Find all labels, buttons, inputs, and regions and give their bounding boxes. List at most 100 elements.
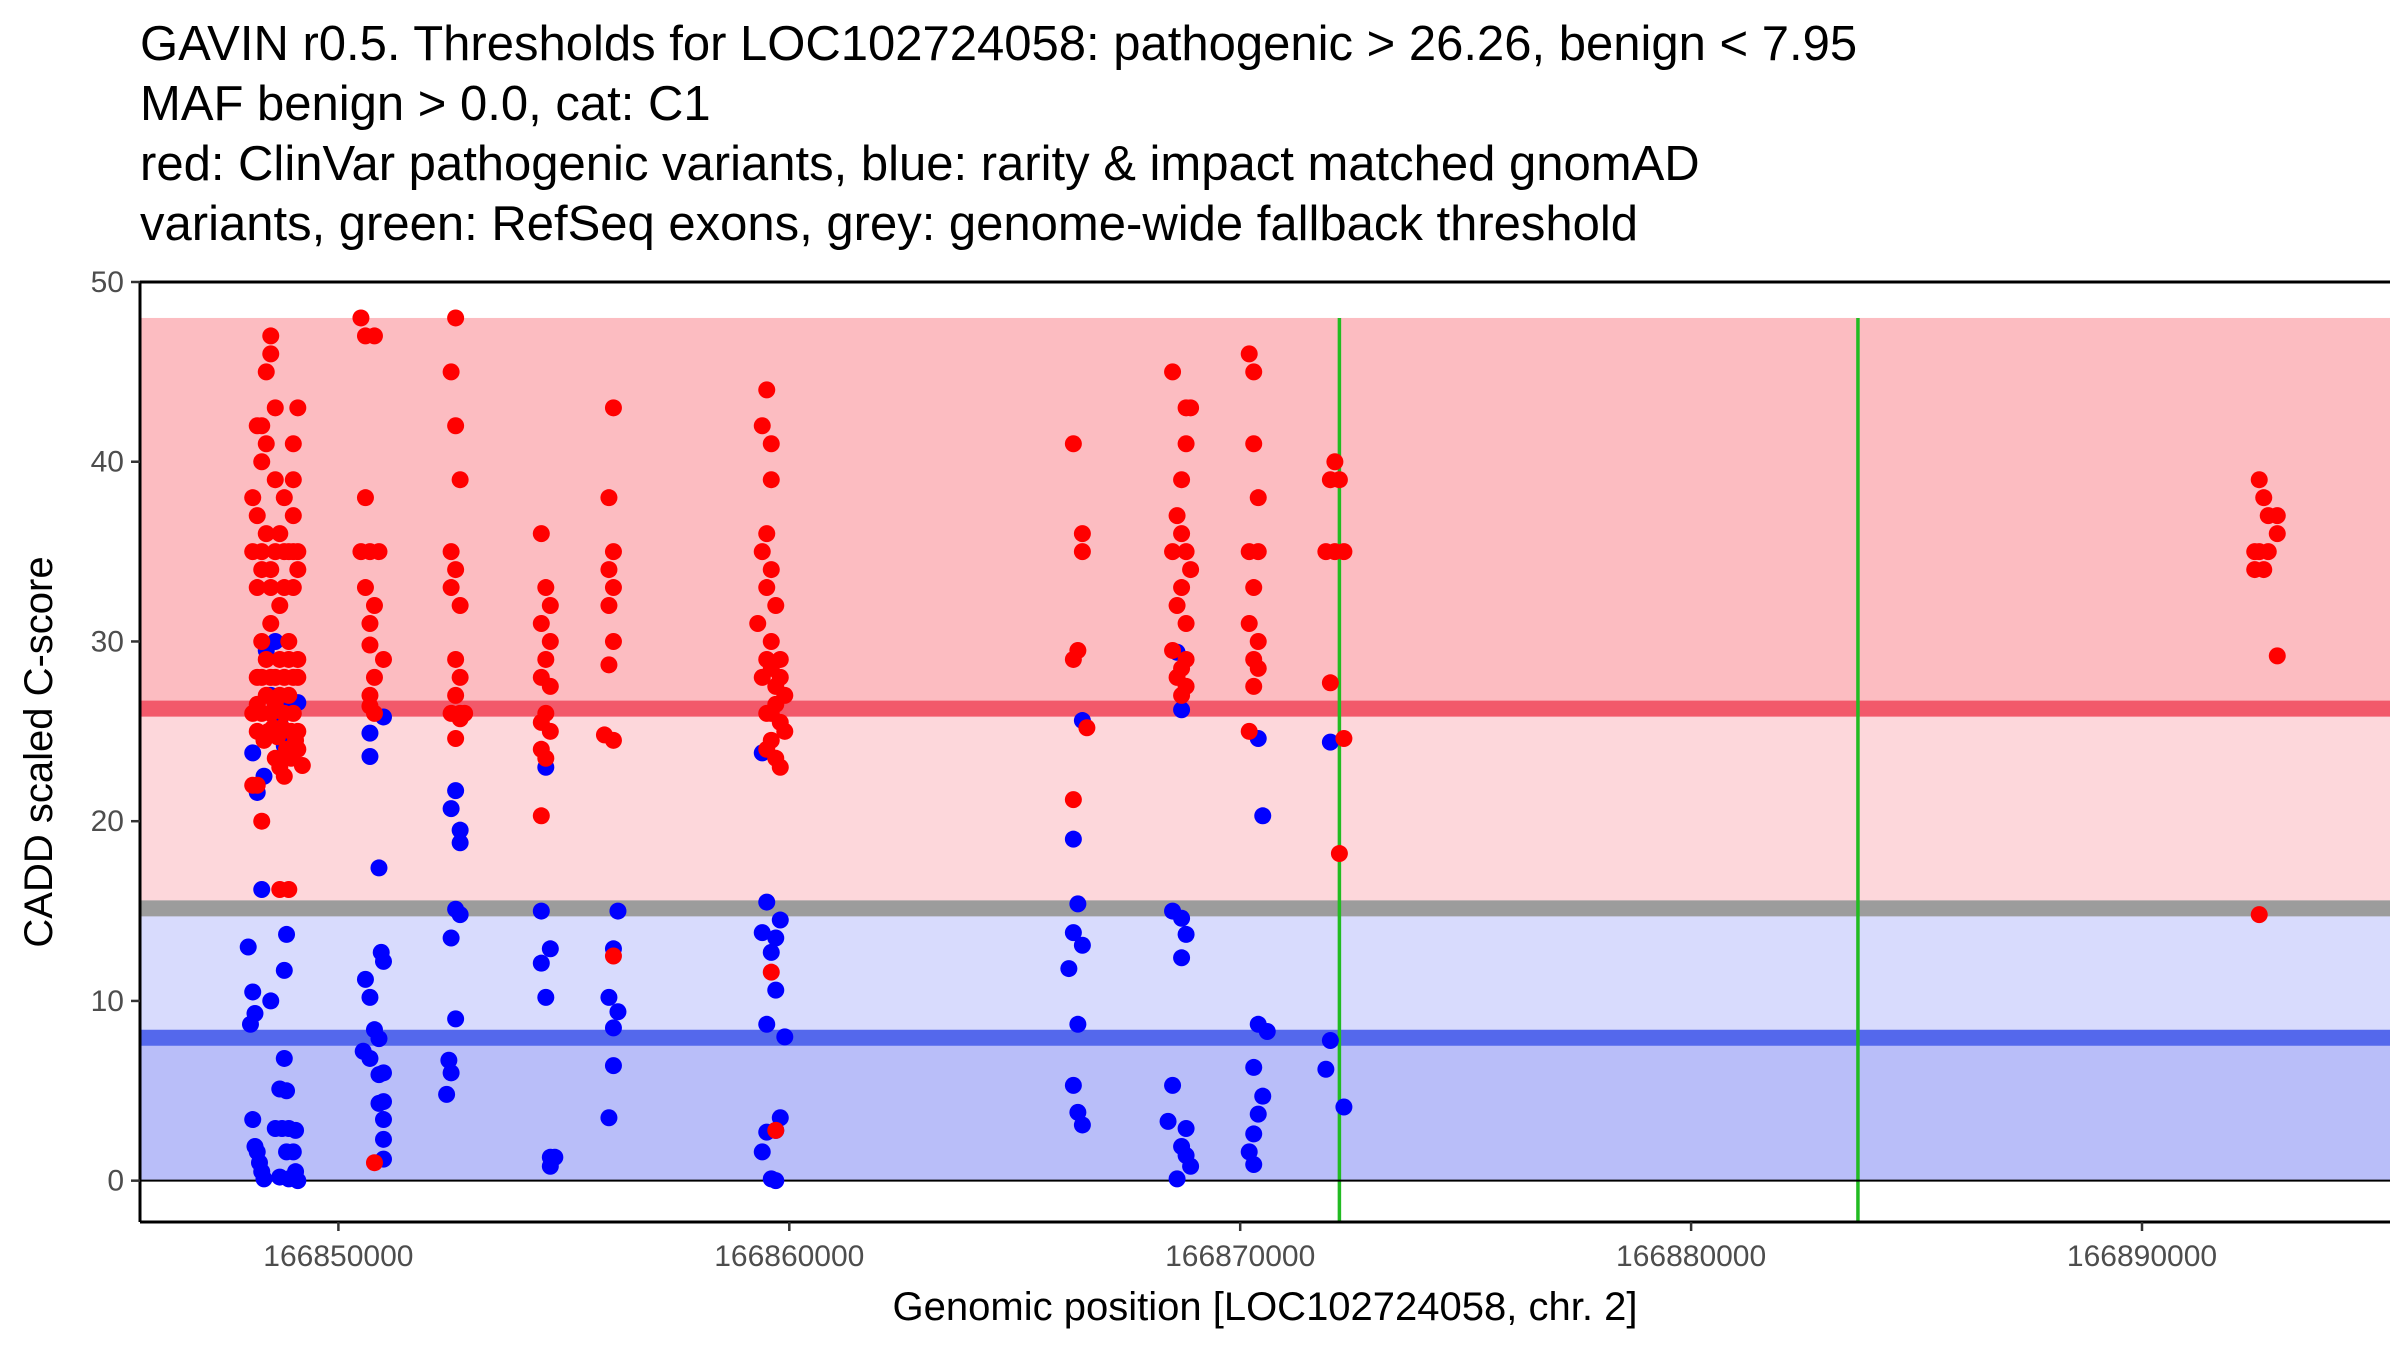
point-series1-184 xyxy=(1177,614,1195,632)
point-series1-132 xyxy=(600,656,618,674)
point-series1-105 xyxy=(447,686,465,704)
point-series1-23 xyxy=(289,543,307,561)
point-series1-191 xyxy=(1240,345,1258,363)
point-series0-60 xyxy=(451,834,469,852)
point-series1-209 xyxy=(1335,543,1353,561)
point-series1-69 xyxy=(275,767,293,785)
point-series0-79 xyxy=(609,1003,627,1021)
point-series1-174 xyxy=(1182,399,1200,417)
point-series0-119 xyxy=(1182,1157,1200,1175)
point-series1-118 xyxy=(541,677,559,695)
x-tick-label-4: 166890000 xyxy=(2067,1240,2217,1273)
point-series0-128 xyxy=(1245,1125,1263,1143)
point-series1-111 xyxy=(532,525,550,543)
point-series0-13 xyxy=(244,983,262,1001)
point-series0-0 xyxy=(244,744,262,762)
point-series1-113 xyxy=(541,597,559,615)
point-series1-144 xyxy=(767,597,785,615)
point-series1-44 xyxy=(280,650,298,668)
point-series1-145 xyxy=(749,614,767,632)
point-series0-37 xyxy=(262,992,280,1010)
point-series0-43 xyxy=(361,1049,379,1067)
point-series1-194 xyxy=(1249,489,1267,507)
point-series0-82 xyxy=(600,1109,618,1127)
point-series0-126 xyxy=(1254,1087,1272,1105)
point-series1-88 xyxy=(374,650,392,668)
point-series1-73 xyxy=(248,776,266,794)
point-series1-160 xyxy=(762,731,780,749)
point-series0-62 xyxy=(451,906,469,924)
point-series1-35 xyxy=(280,632,298,650)
point-series0-113 xyxy=(1173,949,1191,967)
point-series0-24 xyxy=(275,961,293,979)
point-series1-162 xyxy=(771,758,789,776)
point-series1-201 xyxy=(1249,659,1267,677)
point-series1-202 xyxy=(1245,677,1263,695)
title-line-1: GAVIN r0.5. Thresholds for LOC102724058:… xyxy=(140,17,1858,71)
point-series0-80 xyxy=(604,1019,622,1037)
point-series1-124 xyxy=(532,807,550,825)
x-tick-label-1: 166860000 xyxy=(714,1240,864,1273)
point-series1-12 xyxy=(257,525,275,543)
point-series1-28 xyxy=(284,507,302,525)
point-series1-158 xyxy=(776,722,794,740)
point-series1-86 xyxy=(365,597,383,615)
point-series1-75 xyxy=(280,880,298,898)
point-series1-164 xyxy=(767,1121,785,1139)
point-series1-182 xyxy=(1173,579,1191,597)
point-series0-85 xyxy=(771,911,789,929)
point-series1-39 xyxy=(257,650,275,668)
point-series1-216 xyxy=(2268,507,2286,525)
point-series0-134 xyxy=(1335,1098,1353,1116)
point-series0-112 xyxy=(1177,925,1195,943)
point-series0-63 xyxy=(442,929,460,947)
point-series1-146 xyxy=(762,632,780,650)
point-series1-210 xyxy=(1321,674,1339,692)
point-series1-5 xyxy=(266,399,284,417)
point-series0-130 xyxy=(1245,1155,1263,1173)
y-tick-label-5: 50 xyxy=(91,266,124,299)
point-series1-6 xyxy=(257,435,275,453)
point-series0-25 xyxy=(244,1111,262,1129)
point-series0-122 xyxy=(1254,807,1272,825)
point-series1-139 xyxy=(762,471,780,489)
point-series1-220 xyxy=(2268,525,2286,543)
point-series0-115 xyxy=(1159,1112,1177,1130)
point-series0-47 xyxy=(372,943,390,961)
point-series0-34 xyxy=(289,1172,307,1190)
point-series1-3 xyxy=(257,363,275,381)
point-series0-88 xyxy=(762,943,780,961)
point-series0-133 xyxy=(1317,1060,1335,1078)
point-series0-124 xyxy=(1258,1022,1276,1040)
point-series0-81 xyxy=(604,1057,622,1075)
point-series0-103 xyxy=(1060,960,1078,978)
axes xyxy=(138,280,2390,1224)
point-series1-167 xyxy=(1073,543,1091,561)
point-series1-222 xyxy=(2255,561,2273,579)
point-series1-206 xyxy=(1330,471,1348,489)
point-series0-21 xyxy=(278,1082,296,1100)
point-series1-197 xyxy=(1245,579,1263,597)
point-series0-111 xyxy=(1173,909,1191,927)
point-series1-121 xyxy=(541,722,559,740)
pathogenic-region xyxy=(140,317,2390,709)
point-series0-51 xyxy=(374,1130,392,1148)
point-series1-211 xyxy=(1335,730,1353,748)
point-series1-140 xyxy=(758,525,776,543)
point-series1-110 xyxy=(447,730,465,748)
point-series0-76 xyxy=(609,902,627,920)
point-series0-12 xyxy=(239,938,257,956)
point-series1-204 xyxy=(1326,453,1344,471)
point-series0-107 xyxy=(1073,1116,1091,1134)
point-series1-71 xyxy=(253,812,271,830)
point-series1-199 xyxy=(1249,632,1267,650)
point-series1-170 xyxy=(1078,719,1096,737)
point-series1-179 xyxy=(1164,543,1182,561)
point-series0-45 xyxy=(374,1064,392,1082)
point-series1-17 xyxy=(262,579,280,597)
point-series1-7 xyxy=(266,471,284,489)
point-series1-93 xyxy=(361,636,379,654)
point-series0-6 xyxy=(266,632,284,650)
y-tick-label-4: 40 xyxy=(91,446,124,479)
y-tick-label-3: 30 xyxy=(91,625,124,658)
